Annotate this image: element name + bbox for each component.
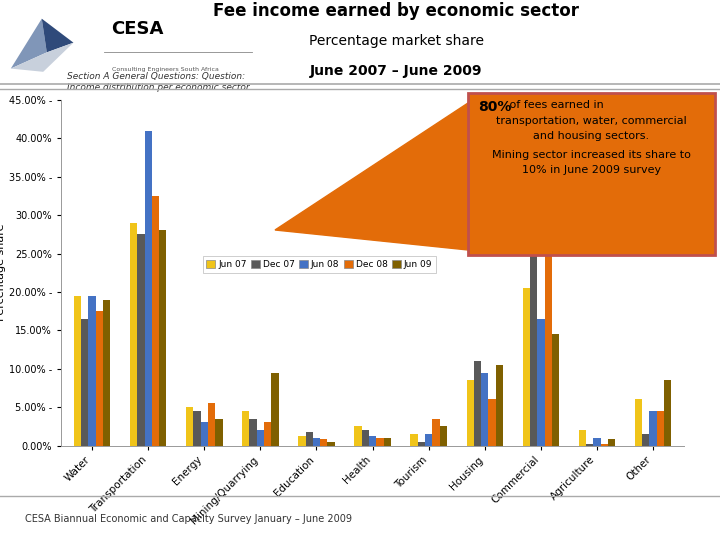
Text: Section A General Questions: Question:
Income distribution per economic sector: Section A General Questions: Question: I… (68, 72, 250, 92)
Bar (410, 434, 418, 446)
Text: and housing sectors.: and housing sectors. (534, 131, 649, 141)
Bar (138, 234, 145, 446)
Bar (81, 319, 89, 445)
Bar (215, 418, 222, 445)
Bar (552, 334, 559, 446)
Y-axis label: Percentage share: Percentage share (0, 224, 6, 321)
Text: 10% in June 2009 survey: 10% in June 2009 survey (522, 165, 661, 175)
Bar (313, 438, 320, 446)
Bar (635, 400, 642, 446)
Text: Percentage market share: Percentage market share (308, 34, 484, 48)
Bar (440, 426, 447, 445)
Bar (159, 231, 166, 446)
Polygon shape (42, 19, 73, 52)
Bar (384, 438, 391, 446)
Bar (242, 411, 249, 446)
Bar (145, 131, 152, 446)
Bar (600, 444, 608, 446)
Polygon shape (275, 103, 468, 250)
Text: Consulting Engineers South Africa: Consulting Engineers South Africa (112, 67, 218, 72)
Bar (152, 196, 159, 446)
Bar (264, 422, 271, 446)
Bar (481, 373, 488, 446)
Bar (530, 223, 537, 446)
Bar (271, 373, 279, 446)
Bar (474, 361, 481, 446)
Bar (544, 249, 552, 446)
Bar (579, 430, 586, 445)
Bar (649, 411, 657, 446)
Bar (488, 400, 496, 446)
Bar (328, 442, 335, 446)
Text: Fee income earned by economic sector: Fee income earned by economic sector (213, 2, 579, 19)
Text: CESA: CESA (112, 19, 164, 37)
Bar (377, 438, 384, 446)
Bar (320, 440, 328, 445)
Text: transportation, water, commercial: transportation, water, commercial (496, 116, 687, 126)
Bar (537, 319, 544, 445)
Bar (593, 438, 600, 446)
Bar (257, 430, 264, 445)
Bar (432, 418, 440, 445)
Bar (523, 288, 530, 445)
Bar (642, 434, 649, 446)
Bar (305, 431, 313, 446)
Bar (425, 434, 432, 446)
Polygon shape (11, 19, 47, 69)
Bar (467, 380, 474, 446)
Legend: Jun 07, Dec 07, Jun 08, Dec 08, Jun 09: Jun 07, Dec 07, Jun 08, Dec 08, Jun 09 (203, 256, 436, 273)
Bar (496, 365, 503, 446)
Bar (194, 411, 201, 446)
Bar (208, 403, 215, 446)
FancyBboxPatch shape (468, 93, 715, 255)
Bar (74, 296, 81, 446)
Bar (298, 436, 305, 446)
Text: June 2007 – June 2009: June 2007 – June 2009 (310, 64, 482, 78)
Bar (361, 430, 369, 445)
Bar (608, 440, 616, 445)
Text: of fees earned in: of fees earned in (506, 100, 604, 110)
Bar (201, 422, 208, 446)
Bar (96, 311, 103, 446)
Bar (354, 426, 361, 445)
Bar (103, 300, 110, 446)
Bar (657, 411, 664, 446)
Text: CESA Biannual Economic and Capacity Survey January – June 2009: CESA Biannual Economic and Capacity Surv… (25, 515, 352, 524)
Bar (664, 380, 671, 446)
Text: Mining sector increased its share to: Mining sector increased its share to (492, 150, 691, 160)
Bar (89, 296, 96, 446)
Bar (186, 407, 194, 446)
Bar (249, 418, 257, 445)
Bar (130, 223, 138, 446)
Text: 80%: 80% (478, 100, 511, 114)
Bar (418, 442, 425, 446)
Bar (586, 444, 593, 446)
Bar (369, 436, 377, 446)
Polygon shape (11, 43, 73, 72)
